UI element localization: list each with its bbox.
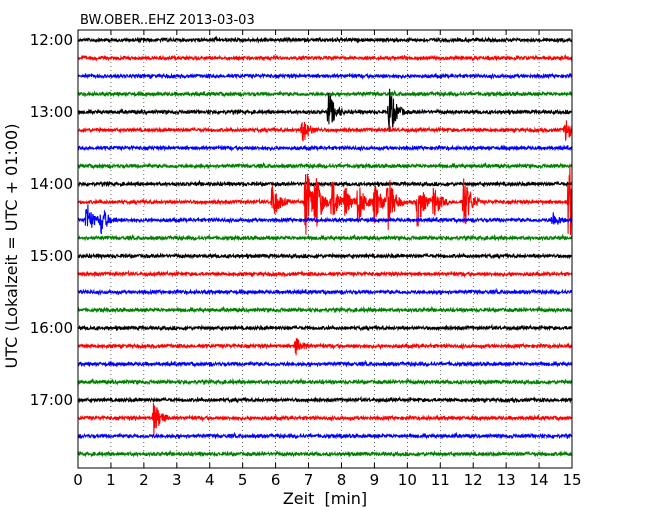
x-tick-label: 1 <box>106 471 116 489</box>
x-tick-label: 2 <box>139 471 149 489</box>
y-tick-label: 17:00 <box>30 391 73 409</box>
trace-1630 <box>77 359 573 368</box>
y-tick-label: 12:00 <box>30 31 73 49</box>
plot-frame <box>78 30 572 468</box>
trace-1645 <box>77 377 573 386</box>
x-tick-label: 13 <box>497 471 516 489</box>
trace-layer <box>77 35 573 458</box>
trace-1315 <box>77 120 573 142</box>
trace-1715 <box>77 402 573 437</box>
y-tick-label: 14:00 <box>30 175 73 193</box>
trace-1215 <box>77 53 573 62</box>
x-tick-label: 6 <box>271 471 281 489</box>
x-tick-label: 14 <box>530 471 549 489</box>
x-tick-label: 3 <box>172 471 182 489</box>
x-tick-label: 11 <box>431 471 450 489</box>
chart-title: BW.OBER..EHZ 2013-03-03 <box>80 13 255 28</box>
trace-1415 <box>77 166 573 236</box>
trace-1530 <box>77 287 573 296</box>
trace-1700 <box>77 395 573 404</box>
y-tick-label: 15:00 <box>30 247 73 265</box>
tick-layer: 0 1 2 3 4 5 6 7 8 9 10 11 12 13 14 1512:0013:0014:0015:… <box>30 30 582 489</box>
x-tick-label: 10 <box>398 471 417 489</box>
x-tick-label: 8 <box>337 471 347 489</box>
trace-1300 <box>77 88 573 133</box>
x-tick-label: 4 <box>205 471 215 489</box>
x-tick-label: 12 <box>464 471 483 489</box>
trace-1445 <box>77 233 573 242</box>
y-tick-label: 16:00 <box>30 319 73 337</box>
trace-1230 <box>77 72 573 80</box>
x-tick-label: 9 <box>370 471 380 489</box>
trace-1545 <box>77 305 573 314</box>
trace-1600 <box>77 323 573 332</box>
trace-1245 <box>77 89 573 98</box>
x-tick-label: 15 <box>562 471 581 489</box>
trace-1515 <box>77 269 573 278</box>
x-tick-label: 5 <box>238 471 248 489</box>
trace-1430 <box>77 204 573 235</box>
x-axis-label: Zeit [min] <box>283 489 367 508</box>
trace-1745 <box>77 449 573 458</box>
x-tick-label: 7 <box>304 471 314 489</box>
trace-1615 <box>77 338 573 356</box>
trace-1330 <box>77 144 573 152</box>
y-tick-label: 13:00 <box>30 103 73 121</box>
trace-1400 <box>77 179 573 188</box>
x-tick-label: 0 <box>73 471 83 489</box>
trace-1200 <box>77 35 573 44</box>
trace-1730 <box>77 431 573 440</box>
trace-1500 <box>77 252 573 261</box>
trace-1345 <box>77 161 573 170</box>
y-axis-label: UTC (Lokalzeit = UTC + 01:00) <box>2 124 21 369</box>
plot-border <box>77 29 573 469</box>
